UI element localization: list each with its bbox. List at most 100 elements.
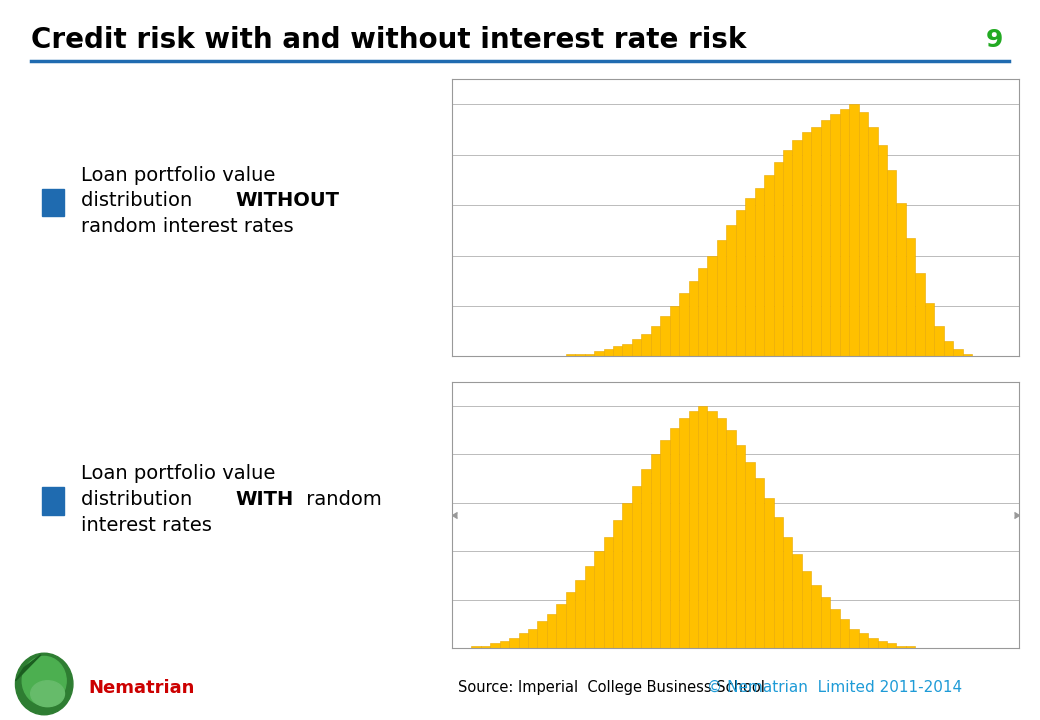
Bar <box>613 520 622 648</box>
Bar <box>906 238 915 356</box>
Bar <box>896 646 906 648</box>
Bar <box>830 609 839 648</box>
Bar <box>707 410 717 648</box>
Bar <box>499 641 510 648</box>
Bar <box>755 188 764 356</box>
Bar <box>764 175 774 356</box>
Bar <box>490 643 499 648</box>
Text: distribution: distribution <box>81 490 199 508</box>
Bar <box>811 585 821 648</box>
Bar <box>774 163 783 356</box>
Bar <box>594 351 603 356</box>
Text: interest rates: interest rates <box>81 516 212 535</box>
Bar <box>726 225 736 356</box>
Bar <box>783 150 792 356</box>
Bar <box>471 646 480 648</box>
Bar <box>859 112 868 356</box>
Text: Loan portfolio value: Loan portfolio value <box>81 464 276 483</box>
Bar <box>717 418 726 648</box>
Text: random interest rates: random interest rates <box>81 217 293 236</box>
Bar <box>746 462 755 648</box>
Bar <box>783 536 792 648</box>
Bar <box>688 410 698 648</box>
Bar <box>887 170 896 356</box>
Bar <box>792 554 802 648</box>
Bar <box>839 109 850 356</box>
Bar <box>660 440 670 648</box>
Bar <box>698 268 707 356</box>
Bar <box>792 140 802 356</box>
Bar <box>953 348 963 356</box>
Bar <box>670 306 679 356</box>
Bar <box>736 444 746 648</box>
Bar <box>839 619 850 648</box>
Bar <box>868 127 878 356</box>
Bar <box>622 503 632 648</box>
Bar <box>679 418 688 648</box>
Bar <box>584 566 594 648</box>
Bar <box>632 338 642 356</box>
Bar <box>547 614 556 648</box>
Bar <box>755 479 764 648</box>
Bar <box>849 104 859 356</box>
Text: Loan portfolio value: Loan portfolio value <box>81 166 276 184</box>
Bar <box>746 198 755 356</box>
Bar <box>821 597 830 648</box>
Bar <box>906 646 915 648</box>
Bar <box>698 406 707 648</box>
Bar <box>528 629 538 648</box>
Ellipse shape <box>31 681 64 707</box>
Bar <box>736 210 746 356</box>
Bar <box>688 281 698 356</box>
Bar <box>887 643 896 648</box>
Bar <box>963 354 972 356</box>
Bar <box>774 517 783 648</box>
Text: Nematrian: Nematrian <box>88 678 194 697</box>
Bar <box>896 203 906 356</box>
Bar <box>717 240 726 356</box>
Text: WITH: WITH <box>235 490 293 508</box>
Ellipse shape <box>22 657 67 705</box>
Text: distribution: distribution <box>81 191 199 210</box>
Bar <box>651 326 660 356</box>
Bar <box>660 316 670 356</box>
Bar <box>802 570 811 648</box>
Bar <box>575 354 584 356</box>
Bar <box>811 127 821 356</box>
Bar <box>538 621 547 648</box>
Bar <box>707 256 717 356</box>
Bar <box>915 273 925 356</box>
Bar <box>642 469 651 648</box>
Bar <box>566 593 575 648</box>
Bar <box>613 346 622 356</box>
Bar <box>764 498 774 648</box>
Bar <box>830 114 839 356</box>
Bar <box>925 304 934 356</box>
Bar <box>802 132 811 356</box>
Bar <box>878 641 887 648</box>
Bar <box>510 639 519 648</box>
Bar <box>943 341 953 356</box>
Bar <box>519 634 528 648</box>
Polygon shape <box>16 655 41 681</box>
Bar <box>868 639 878 648</box>
Text: © Nematrian  Limited 2011-2014: © Nematrian Limited 2011-2014 <box>707 680 962 695</box>
Bar <box>726 430 736 648</box>
Bar <box>480 646 490 648</box>
Bar <box>584 354 594 356</box>
Bar <box>651 454 660 648</box>
Text: Source: Imperial  College Business School: Source: Imperial College Business School <box>458 680 764 695</box>
Text: 9: 9 <box>986 27 1004 52</box>
Bar <box>859 634 868 648</box>
Bar <box>821 120 830 356</box>
Bar <box>594 551 603 648</box>
Bar <box>642 333 651 356</box>
Bar <box>603 348 613 356</box>
Text: random: random <box>300 490 382 508</box>
Bar <box>679 294 688 356</box>
Bar <box>934 326 943 356</box>
Bar <box>603 536 613 648</box>
Bar <box>566 354 575 356</box>
Bar <box>622 343 632 356</box>
Text: Credit risk with and without interest rate risk: Credit risk with and without interest ra… <box>31 26 747 53</box>
